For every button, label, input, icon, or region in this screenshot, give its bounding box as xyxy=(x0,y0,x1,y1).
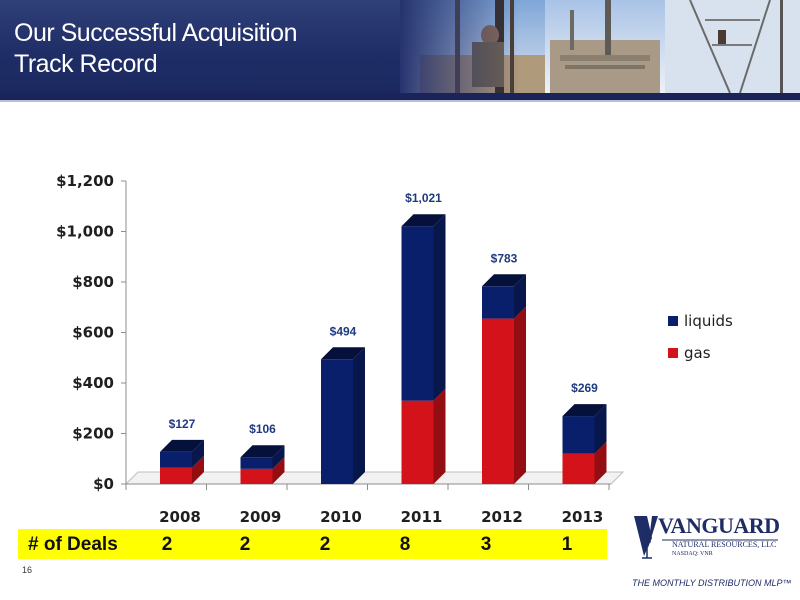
bar-gas-2011-side xyxy=(433,388,446,484)
legend-swatch-liquids xyxy=(668,316,678,326)
data-label: $269 xyxy=(571,381,598,395)
logo-tagline: THE MONTHLY DISTRIBUTION MLP™ xyxy=(632,578,792,588)
bar-gas-2009-front xyxy=(240,468,273,484)
data-label: $494 xyxy=(330,324,357,338)
bar-liquids-2009-front xyxy=(240,457,273,469)
deal-count-2008: 2 xyxy=(161,534,173,555)
bar-liquids-2011-side xyxy=(433,214,446,401)
deal-count-2011: 8 xyxy=(399,534,411,555)
y-tick-label: $600 xyxy=(72,324,114,342)
vanguard-logo-mark xyxy=(634,516,778,559)
data-label: $783 xyxy=(491,251,518,265)
y-tick-label: $0 xyxy=(93,475,114,493)
bar-2012-top xyxy=(482,274,526,287)
y-tick-label: $400 xyxy=(72,374,114,392)
bar-2011-top xyxy=(401,214,446,227)
legend-label-gas: gas xyxy=(684,344,711,362)
bar-2008-top xyxy=(160,439,204,452)
bar-liquids-2012-front xyxy=(482,286,514,319)
header-divider xyxy=(0,93,800,100)
title-line-2: Track Record xyxy=(14,50,158,78)
y-tick-label: $1,000 xyxy=(56,223,114,241)
y-tick-label: $200 xyxy=(72,425,114,443)
bar-gas-2009-side xyxy=(272,456,285,484)
bar-liquids-2013-side xyxy=(594,404,607,454)
deal-count-2013: 1 xyxy=(561,534,573,555)
deal-count-2009: 2 xyxy=(239,534,251,555)
bar-gas-2008-side xyxy=(192,455,204,484)
x-tick-label: 2008 xyxy=(159,508,201,526)
legend-swatch-gas xyxy=(668,348,678,358)
deal-count-2010: 2 xyxy=(319,534,331,555)
bar-liquids-2010-front xyxy=(321,359,353,484)
page-number: 16 xyxy=(22,565,33,575)
deals-row: # of Deals 2 2 2 8 3 1 xyxy=(18,529,607,559)
bar-gas-2012-side xyxy=(514,306,526,484)
data-label: $106 xyxy=(249,422,276,436)
deals-label: # of Deals xyxy=(28,534,118,555)
logo-ticker: NASDAQ: VNR xyxy=(672,551,713,557)
header-photo-strip xyxy=(400,0,800,93)
header-divider-light xyxy=(0,100,800,102)
deal-count-2012: 3 xyxy=(480,534,492,555)
bar-gas-2013-front xyxy=(562,453,595,484)
y-tick-label: $800 xyxy=(72,273,114,291)
data-label: $127 xyxy=(169,417,196,431)
x-tick-label: 2012 xyxy=(481,508,523,526)
bar-2010-top xyxy=(321,347,365,360)
bar-gas-2013-side xyxy=(594,441,607,484)
x-tick-label: 2009 xyxy=(240,508,282,526)
bar-gas-2008-front xyxy=(160,467,192,484)
bar-liquids-2010-side xyxy=(353,347,365,484)
page-title: Our Successful Acquisition Track Record xyxy=(14,18,297,80)
bar-liquids-2011-front xyxy=(401,226,434,401)
bar-liquids-2013-front xyxy=(562,416,595,454)
header-banner: Our Successful Acquisition Track Record xyxy=(0,0,800,93)
bar-liquids-2009-side xyxy=(272,445,285,469)
bar-2013-top xyxy=(562,404,607,417)
x-tick-label: 2013 xyxy=(562,508,604,526)
bar-gas-2011-front xyxy=(401,400,434,484)
x-tick-label: 2011 xyxy=(401,508,443,526)
data-label: $1,021 xyxy=(405,191,442,205)
acquisition-chart: $0 $200 $400 $600 $800 $1,000 $1,200 2008 2009 20… xyxy=(56,172,733,526)
bar-gas-2012-front xyxy=(482,318,514,484)
legend-label-liquids: liquids xyxy=(684,312,733,330)
bar-liquids-2008-side xyxy=(192,439,204,468)
logo-subtitle: NATURAL RESOURCES, LLC xyxy=(672,540,777,549)
bar-2009-top xyxy=(240,445,285,458)
bar-liquids-2012-side xyxy=(514,274,526,319)
y-tick-label: $1,200 xyxy=(56,172,114,190)
title-line-1: Our Successful Acquisition xyxy=(14,19,297,47)
x-tick-label: 2010 xyxy=(320,508,362,526)
logo-name: VANGUARD xyxy=(658,513,780,538)
bar-liquids-2008-front xyxy=(160,451,192,468)
